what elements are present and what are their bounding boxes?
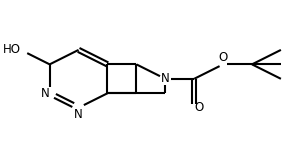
Text: O: O	[194, 101, 203, 114]
Text: N: N	[41, 87, 50, 100]
Text: O: O	[218, 51, 228, 64]
Text: HO: HO	[3, 43, 21, 56]
Text: N: N	[74, 108, 83, 121]
Text: N: N	[161, 72, 170, 85]
